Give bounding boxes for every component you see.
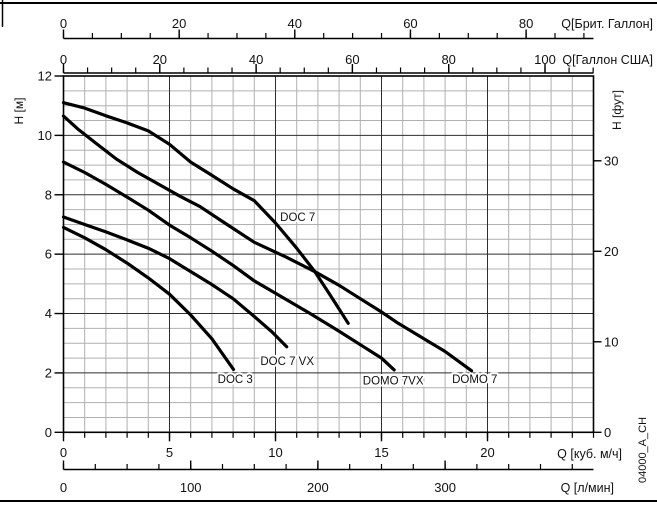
tick-label-lmin: 0 [60, 480, 67, 495]
curve-label-doc-7-vx: DOC 7 VX [260, 356, 314, 368]
tick-label-m3h: 10 [268, 445, 282, 460]
tick-label-h-m: 12 [38, 69, 52, 84]
tick-label-h-ft: 0 [604, 425, 611, 440]
tick-label-usa: 100 [534, 52, 556, 67]
tick-label-h-m: 4 [45, 306, 52, 321]
tick-label-brit: 40 [288, 16, 302, 31]
tick-label-usa: 40 [249, 52, 263, 67]
axis-title-brit-gallon: Q[Брит. Галлон] [561, 17, 653, 31]
axis-title-h-m: H [м] [12, 98, 26, 125]
tick-label-h-m: 2 [45, 365, 52, 380]
tick-label-usa: 20 [153, 52, 167, 67]
tick-label-lmin: 100 [180, 480, 202, 495]
tick-label-brit: 80 [519, 16, 533, 31]
tick-label-h-ft: 10 [604, 334, 618, 349]
axis-title-us-gallon: Q[Галлон США] [562, 53, 653, 67]
tick-label-h-ft: 20 [604, 244, 618, 259]
tick-label-m3h: 5 [166, 445, 173, 460]
tick-label-h-m: 6 [45, 247, 52, 262]
tick-label-lmin: 200 [307, 480, 329, 495]
curve-label-domo-7vx: DOMO 7VX [363, 375, 424, 387]
tick-label-lmin: 300 [434, 480, 456, 495]
tick-label-h-ft: 30 [604, 153, 618, 168]
tick-label-h-m: 0 [45, 425, 52, 440]
curve-label-doc-7: DOC 7 [280, 212, 315, 224]
tick-label-h-m: 8 [45, 187, 52, 202]
figure-id: 04000_A_CH [637, 417, 649, 483]
tick-label-h-m: 10 [38, 128, 52, 143]
tick-label-m3h: 20 [480, 445, 494, 460]
curve-doc-7-vx [61, 215, 289, 349]
curve-label-domo-7: DOMO 7 [452, 374, 497, 386]
axis-title-m3h: Q [куб. м/ч] [557, 447, 622, 461]
tick-label-m3h: 15 [374, 445, 388, 460]
curve-domo-7 [61, 114, 474, 373]
tick-label-usa: 80 [441, 52, 455, 67]
curve-doc-7 [61, 101, 350, 325]
tick-label-brit: 0 [60, 16, 67, 31]
axis-title-lmin: Q [л/мин] [561, 481, 614, 495]
tick-label-brit: 20 [172, 16, 186, 31]
tick-label-usa: 60 [345, 52, 359, 67]
axis-title-h-ft: H [фут] [610, 90, 624, 130]
tick-label-brit: 60 [403, 16, 417, 31]
curve-label-doc-3: DOC 3 [218, 374, 253, 386]
tick-label-usa: 0 [60, 52, 67, 67]
tick-label-m3h: 0 [60, 445, 67, 460]
curve-domo-7vx [61, 160, 396, 372]
curve-doc-3 [61, 225, 236, 371]
